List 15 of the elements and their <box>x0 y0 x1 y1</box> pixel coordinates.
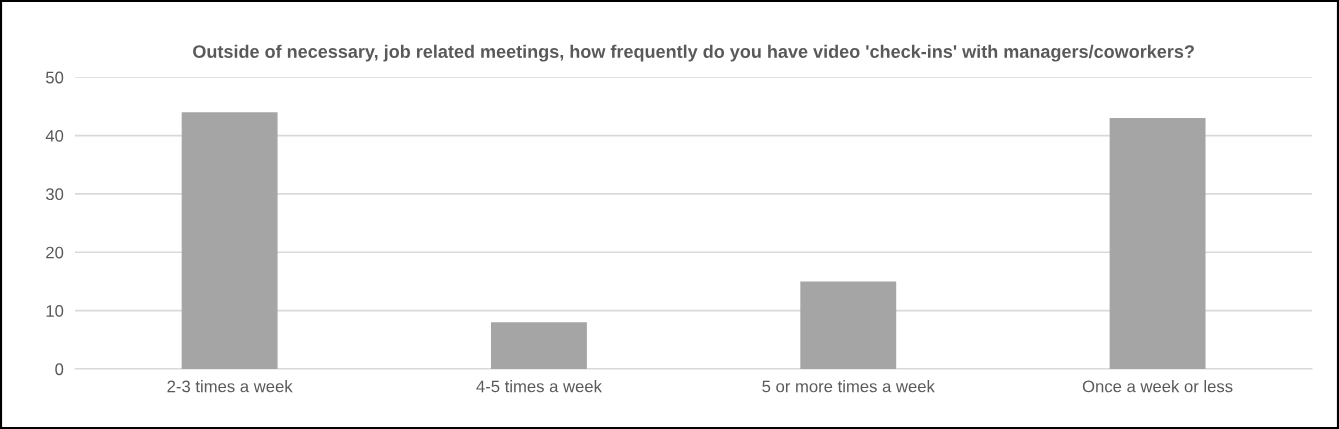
y-tick-label: 50 <box>46 71 64 84</box>
bar <box>800 281 897 369</box>
chart-title: Outside of necessary, job related meetings, how frequently do you have video 'check-ins' with managers/coworkers? <box>193 44 1194 62</box>
bar <box>181 112 278 369</box>
bar <box>491 322 587 369</box>
y-tick-label: 40 <box>45 129 64 142</box>
x-tick-label: 4-5 times a week <box>476 380 602 393</box>
x-tick-label: 2-3 times a week <box>167 380 293 393</box>
y-tick-label: 30 <box>45 188 64 201</box>
bar <box>1109 118 1206 369</box>
y-tick-label: 20 <box>46 246 64 259</box>
x-tick-label: Once a week or less <box>1082 380 1233 393</box>
y-tick-label: 10 <box>46 305 64 317</box>
y-tick-label: 0 <box>55 363 64 376</box>
x-tick-label: 5 or more times a week <box>762 380 935 393</box>
